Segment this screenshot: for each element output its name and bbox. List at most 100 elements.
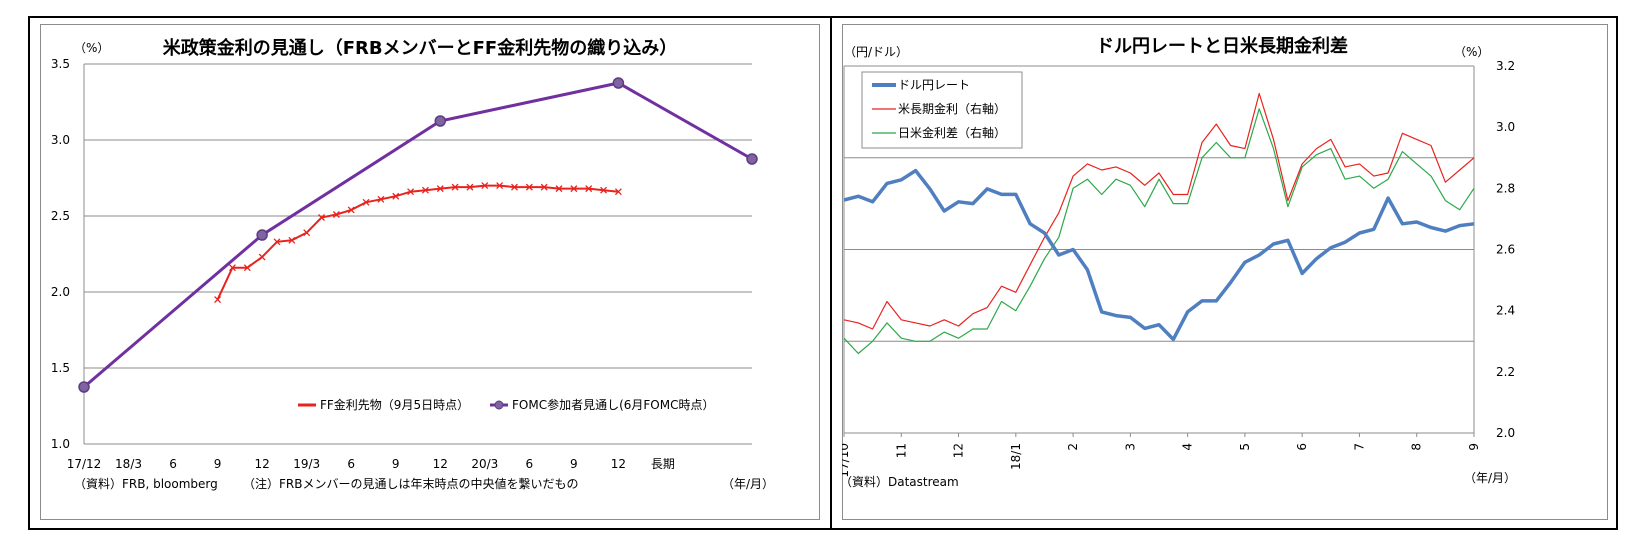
y-axis-left-unit: （円/ドル） bbox=[844, 45, 908, 59]
series-line-0 bbox=[216, 184, 619, 301]
footnote: （注）FRBメンバーの見通しは年末時点の中央値を繋いだもの bbox=[243, 476, 578, 491]
data-point bbox=[78, 381, 90, 393]
usdjpy-chart: ドル円レートと日米長期金利差 （円/ドル） （%） 10010511011512… bbox=[842, 35, 1516, 489]
legend-label: ドル円レート bbox=[898, 78, 970, 92]
y-axis-right-ticks: 2.0 2.2 2.4 2.6 2.8 3.0 3.2 bbox=[1496, 59, 1515, 440]
x-tick-label: 11 bbox=[894, 443, 908, 458]
x-tick-label: 6 bbox=[347, 457, 355, 471]
x-tick-label: 5 bbox=[1238, 443, 1252, 451]
data-point bbox=[481, 182, 489, 190]
x-tick-label: 19/3 bbox=[293, 457, 320, 471]
data-point bbox=[214, 296, 222, 304]
data-point bbox=[228, 264, 236, 272]
chart-title: 米政策金利の見通し（FRBメンバーとFF金利先物の織り込み） bbox=[163, 37, 677, 59]
x-tick-label: 8 bbox=[1410, 443, 1424, 451]
policy-rate-chart: 米政策金利の見通し（FRBメンバーとFF金利先物の織り込み） （%） 1.01.… bbox=[51, 37, 774, 491]
x-axis-ticks: 17/12 18/3 6 9 12 19/3 6 9 12 20/3 6 9 12 長期 bbox=[67, 457, 675, 471]
x-tick-label: 4 bbox=[1181, 443, 1195, 451]
y-tick-label: 3.0 bbox=[51, 133, 70, 147]
x-tick-label: 6 bbox=[169, 457, 177, 471]
legend: FF金利先物（9月5日時点） FOMC参加者見通し(6月FOMC時点） bbox=[298, 397, 714, 412]
source-note: （資料）Datastream bbox=[842, 475, 959, 489]
x-tick-label: 7 bbox=[1352, 443, 1366, 451]
legend-marker bbox=[494, 400, 504, 410]
x-tick-label: 20/3 bbox=[471, 457, 498, 471]
y-right-tick-label: 2.8 bbox=[1496, 181, 1515, 195]
y-axis-ticks: 1.0 1.5 2.0 2.5 3.0 3.5 bbox=[51, 57, 70, 451]
data-point bbox=[496, 182, 504, 190]
data-point bbox=[273, 238, 281, 246]
data-point bbox=[407, 188, 415, 196]
data-point bbox=[392, 192, 400, 200]
source-note: （資料）FRB, bloomberg bbox=[74, 477, 218, 491]
y-right-tick-label: 2.4 bbox=[1496, 304, 1515, 318]
data-point bbox=[600, 186, 608, 194]
y-right-tick-label: 3.0 bbox=[1496, 120, 1515, 134]
y-right-tick-label: 3.2 bbox=[1496, 59, 1515, 73]
x-tick-label: 12 bbox=[254, 457, 269, 471]
legend-label: 日米金利差（右軸） bbox=[898, 125, 1006, 140]
grid bbox=[83, 63, 752, 445]
data-point bbox=[288, 236, 296, 244]
y-right-tick-label: 2.6 bbox=[1496, 243, 1515, 257]
y-right-tick-label: 2.0 bbox=[1496, 426, 1515, 440]
data-point bbox=[303, 229, 311, 237]
x-tick-label: 17/10 bbox=[842, 443, 851, 478]
data-point bbox=[570, 185, 578, 193]
y-tick-label: 1.0 bbox=[51, 437, 70, 451]
legend-label: FOMC参加者見通し(6月FOMC時点） bbox=[512, 397, 714, 412]
series-group bbox=[843, 92, 1475, 355]
series-line-1 bbox=[83, 81, 753, 389]
x-axis-unit: （年/月） bbox=[1464, 471, 1516, 485]
x-axis-ticks: 17/10 11 12 18/1 2 3 4 5 6 7 8 9 bbox=[842, 433, 1481, 478]
data-point bbox=[614, 188, 622, 196]
data-point bbox=[585, 185, 593, 193]
x-tick-label: 3 bbox=[1123, 443, 1137, 451]
data-point bbox=[421, 186, 429, 194]
data-point bbox=[434, 115, 447, 127]
data-point bbox=[511, 183, 518, 191]
x-tick-label: 9 bbox=[1467, 443, 1481, 451]
x-tick-label: 9 bbox=[392, 457, 400, 471]
x-tick-label: 12 bbox=[611, 457, 626, 471]
y-tick-label: 2.5 bbox=[51, 209, 70, 223]
right-panel-border bbox=[842, 24, 1608, 520]
data-point bbox=[377, 195, 385, 203]
grid bbox=[843, 65, 1475, 434]
x-tick-label: 9 bbox=[214, 457, 222, 471]
data-point bbox=[466, 183, 474, 191]
data-point bbox=[555, 185, 563, 193]
y-tick-label: 1.5 bbox=[51, 361, 70, 375]
x-tick-label: 18/3 bbox=[115, 457, 142, 471]
series-group bbox=[78, 77, 758, 393]
y-tick-label: 2.0 bbox=[51, 285, 70, 299]
y-tick-label: 3.5 bbox=[51, 57, 70, 71]
x-tick-label: 18/1 bbox=[1009, 443, 1023, 470]
data-point bbox=[436, 185, 444, 193]
data-point bbox=[332, 211, 340, 218]
left-panel-border bbox=[40, 24, 820, 520]
y-axis-unit: （%） bbox=[74, 41, 109, 55]
y-right-tick-label: 2.2 bbox=[1496, 365, 1515, 379]
data-point bbox=[451, 183, 459, 191]
chart-title: ドル円レートと日米長期金利差 bbox=[1096, 35, 1348, 57]
legend-label: FF金利先物（9月5日時点） bbox=[320, 397, 469, 412]
data-point bbox=[612, 77, 625, 89]
series-line-1 bbox=[843, 92, 1475, 330]
data-point bbox=[318, 214, 325, 221]
data-point bbox=[746, 153, 758, 165]
data-point bbox=[256, 229, 268, 241]
x-tick-label: 12 bbox=[433, 457, 448, 471]
series-line-2 bbox=[843, 108, 1475, 355]
x-tick-label: 2 bbox=[1066, 443, 1080, 451]
x-tick-label: 12 bbox=[952, 443, 966, 458]
data-point bbox=[243, 264, 251, 272]
data-point bbox=[362, 198, 370, 206]
x-tick-label: 9 bbox=[570, 457, 578, 471]
data-point bbox=[258, 253, 266, 261]
x-tick-label: 17/12 bbox=[67, 457, 102, 471]
x-tick-label: 6 bbox=[526, 457, 534, 471]
x-tick-label: 長期 bbox=[651, 457, 675, 471]
figure-frame bbox=[28, 16, 1618, 530]
